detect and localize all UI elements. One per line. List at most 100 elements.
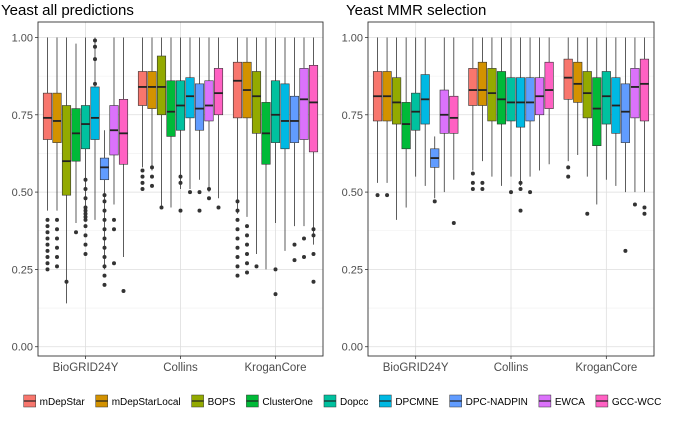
box-mdepstarlocal-krogancore-iqr [573, 61, 583, 103]
box-ewca-biogrid24y-outlier [112, 227, 116, 232]
legend-item-dpc-nadpin-label: DPC-NADPIN [466, 397, 528, 408]
y-tick-label: 1.00 [342, 32, 363, 44]
box-dpc-nadpin-collins-iqr [525, 77, 535, 122]
box-bops-collins-iqr [487, 68, 497, 122]
box-mdepstar-krogancore-iqr [563, 58, 573, 100]
box-gcc-wcc-krogancore-iqr [308, 64, 319, 153]
x-tick-label-krogancore: KroganCore [244, 362, 306, 374]
box-mdepstar-biogrid24y-iqr [42, 92, 53, 140]
box-mdepstarlocal-collins-iqr [477, 61, 487, 106]
box-dopcc-krogancore-iqr [270, 80, 281, 143]
box-dopcc-collins-outlier [509, 190, 513, 195]
y-tick-label: 0.25 [12, 264, 33, 276]
box-mdepstar-krogancore-outlier [235, 245, 240, 250]
chart-title: Yeast all predictions [1, 2, 134, 19]
box-mdepstar-krogancore-outlier [235, 255, 240, 260]
box-ewca-krogancore-outlier [302, 236, 306, 241]
box-mdepstarlocal-krogancore-outlier [245, 251, 249, 256]
legend-item-dpcmne-label: DPCMNE [395, 397, 439, 408]
box-gcc-wcc-krogancore-outlier [311, 279, 316, 284]
y-tick-label: 0.50 [342, 187, 363, 199]
box-dopcc-biogrid24y-outlier [83, 242, 88, 247]
x-tick-label-biogrid24y: BioGRID24Y [53, 362, 119, 374]
box-mdepstar-collins-outlier [140, 187, 145, 191]
box-gcc-wcc-biogrid24y-outlier [121, 289, 126, 294]
legend-item-mdepstarlocal-label: mDepStarLocal [112, 397, 181, 408]
box-mdepstarlocal-krogancore-outlier [245, 270, 249, 275]
box-mdepstarlocal-collins-outlier [150, 183, 154, 188]
y-tick-label: 0.25 [342, 264, 363, 276]
box-dpc-nadpin-biogrid24y-outlier [102, 193, 107, 198]
box-mdepstar-krogancore-outlier [235, 273, 240, 278]
box-mdepstar-krogancore-outlier [235, 236, 240, 241]
box-mdepstarlocal-collins-outlier [150, 174, 154, 179]
box-clusterone-biogrid24y-outlier [74, 230, 78, 235]
box-dpc-nadpin-collins-outlier [528, 190, 533, 195]
box-mdepstarlocal-biogrid24y-iqr [52, 92, 62, 143]
box-mdepstar-collins-iqr [137, 71, 148, 106]
box-dpc-nadpin-biogrid24y-outlier [102, 199, 107, 204]
box-dpcmne-biogrid24y-outlier [93, 57, 97, 62]
y-tick-label: 0.00 [342, 342, 363, 354]
box-mdepstar-krogancore-outlier [235, 227, 240, 232]
box-dopcc-biogrid24y-outlier [83, 224, 88, 229]
legend-item-mdepstar-label: mDepStar [40, 397, 86, 408]
box-bops-krogancore-iqr [251, 71, 262, 134]
panel-yeast-mmr-selection: Yeast MMR selection 0.00 0.25 0.50 0.75 1.00 B… [342, 2, 655, 374]
box-mdepstar-krogancore-outlier [566, 174, 571, 179]
box-mdepstarlocal-krogancore-outlier [245, 224, 249, 229]
box-gcc-wcc-collins-iqr [213, 68, 224, 116]
box-dopcc-biogrid24y-outlier [83, 251, 88, 256]
y-tick-label: 0.75 [342, 110, 363, 122]
plot-frame [37, 21, 324, 357]
box-clusterone-collins-iqr [496, 71, 507, 125]
box-dopcc-collins-iqr [506, 77, 516, 122]
box-dopcc-krogancore-outlier [273, 292, 278, 297]
legend-item-ewca-label: EWCA [555, 397, 585, 408]
box-mdepstar-collins-outlier [140, 174, 145, 179]
box-mdepstar-collins-outlier [470, 180, 475, 185]
box-gcc-wcc-biogrid24y-outlier [451, 221, 456, 226]
box-dpc-nadpin-krogancore-iqr [620, 83, 630, 143]
box-dopcc-biogrid24y-outlier [83, 214, 88, 219]
box-mdepstarlocal-collins-outlier [480, 180, 485, 185]
box-dpc-nadpin-biogrid24y-outlier [102, 273, 107, 278]
box-dopcc-biogrid24y-outlier [83, 233, 88, 238]
box-mdepstar-biogrid24y-outlier [45, 267, 50, 272]
box-clusterone-biogrid24y-iqr [401, 102, 411, 150]
box-mdepstar-krogancore-outlier [235, 264, 240, 269]
box-mdepstar-biogrid24y-outlier [45, 261, 50, 266]
box-mdepstarlocal-collins-outlier [480, 187, 485, 191]
box-bops-collins-outlier [159, 205, 164, 210]
legend-item-dopcc-label: Dopcc [340, 397, 368, 408]
chart-title: Yeast MMR selection [346, 2, 486, 19]
box-mdepstarlocal-biogrid24y-outlier [55, 236, 59, 241]
box-dopcc-biogrid24y-outlier [83, 205, 88, 210]
box-mdepstar-collins-outlier [470, 187, 475, 191]
box-dpc-nadpin-krogancore-iqr [289, 95, 300, 143]
box-mdepstar-biogrid24y-outlier [45, 236, 50, 241]
box-ewca-biogrid24y-outlier [112, 217, 116, 222]
box-mdepstar-krogancore-outlier [235, 208, 240, 213]
box-dpcmne-biogrid24y-outlier [93, 44, 97, 49]
box-clusterone-collins-iqr [166, 80, 176, 137]
legend: mDepStar mDepStarLocal BOPS ClusterOne Dopcc… [23, 394, 661, 408]
x-tick-label-krogancore: KroganCore [575, 362, 637, 374]
x-tick-label-collins: Collins [163, 362, 198, 374]
box-bops-krogancore-outlier [254, 264, 259, 269]
box-mdepstar-collins-outlier [140, 168, 145, 173]
box-mdepstar-krogancore-outlier [566, 165, 571, 170]
box-mdepstar-krogancore-iqr [232, 61, 243, 119]
box-mdepstar-biogrid24y-outlier [45, 242, 50, 247]
box-mdepstarlocal-krogancore-outlier [245, 261, 249, 266]
box-dpc-nadpin-collins-outlier [197, 208, 202, 213]
box-ewca-collins-outlier [207, 196, 211, 201]
box-dpcmne-krogancore-iqr [280, 83, 290, 150]
legend-item-gcc-wcc-label: GCC-WCC [612, 397, 661, 408]
box-dopcc-collins-outlier [178, 180, 183, 185]
box-dopcc-biogrid24y-outlier [83, 187, 88, 191]
box-dpc-nadpin-biogrid24y-outlier [102, 227, 107, 232]
box-mdepstar-biogrid24y-outlier [45, 248, 50, 253]
box-mdepstarlocal-biogrid24y-outlier [55, 264, 59, 269]
